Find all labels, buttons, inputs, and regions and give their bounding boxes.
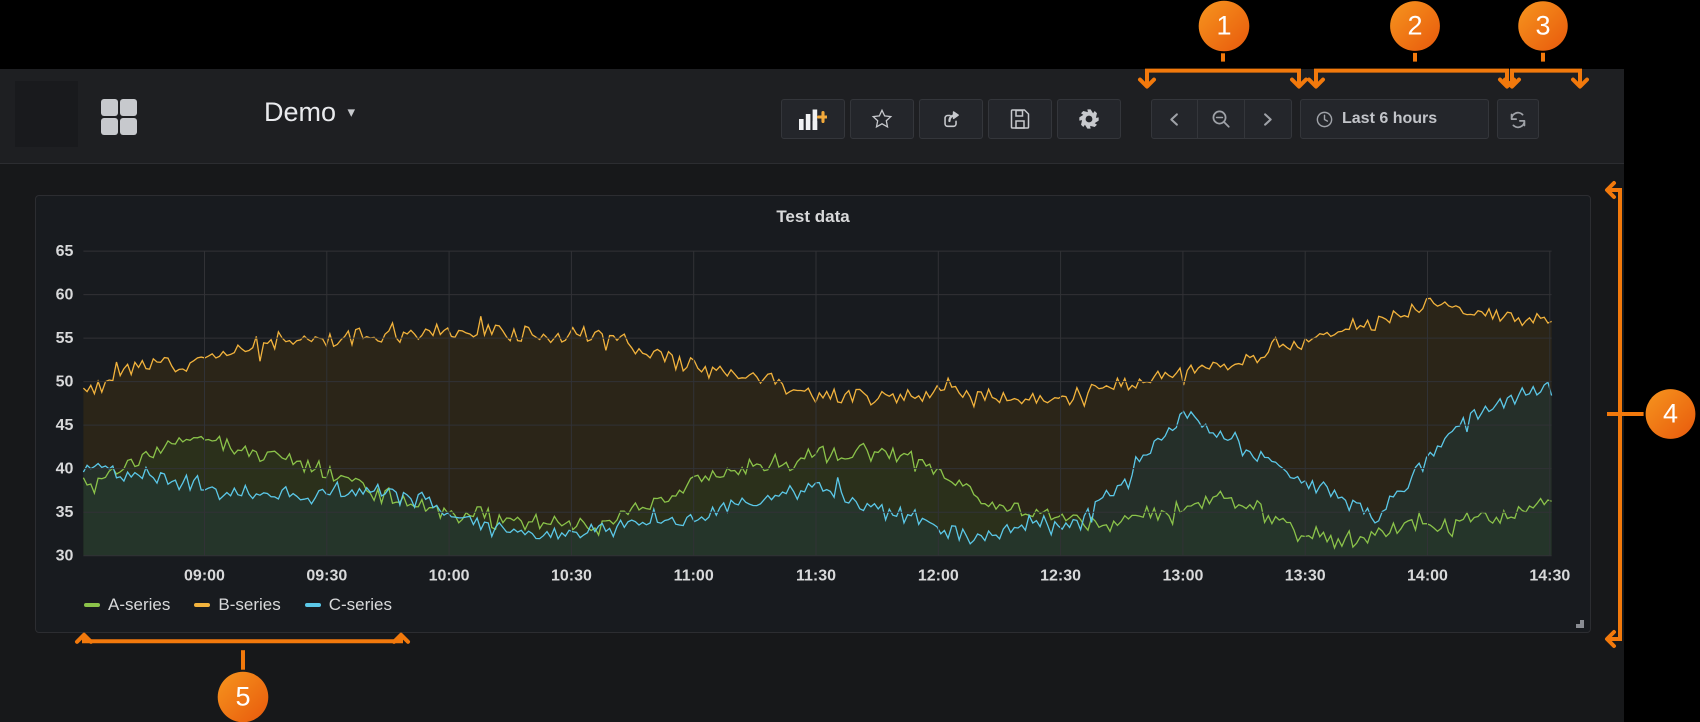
svg-text:50: 50 (56, 374, 74, 391)
svg-text:10:30: 10:30 (551, 568, 592, 585)
svg-text:12:00: 12:00 (918, 568, 959, 585)
svg-text:12:30: 12:30 (1040, 568, 1081, 585)
svg-text:13:00: 13:00 (1162, 568, 1203, 585)
svg-text:14:30: 14:30 (1529, 568, 1570, 585)
svg-text:45: 45 (56, 417, 74, 434)
svg-text:1: 1 (1216, 11, 1231, 41)
svg-text:09:30: 09:30 (306, 568, 347, 585)
svg-text:65: 65 (56, 243, 74, 260)
svg-text:11:00: 11:00 (674, 568, 714, 585)
svg-text:40: 40 (56, 461, 74, 478)
svg-text:14:00: 14:00 (1407, 568, 1448, 585)
svg-text:3: 3 (1535, 11, 1550, 41)
svg-text:10:00: 10:00 (429, 568, 470, 585)
svg-text:13:30: 13:30 (1285, 568, 1326, 585)
svg-text:60: 60 (56, 287, 74, 304)
svg-text:30: 30 (56, 548, 74, 565)
svg-text:11:30: 11:30 (796, 568, 836, 585)
svg-text:35: 35 (56, 504, 74, 521)
svg-text:4: 4 (1663, 399, 1678, 429)
svg-text:55: 55 (56, 330, 74, 347)
svg-text:09:00: 09:00 (184, 568, 225, 585)
svg-text:2: 2 (1407, 11, 1422, 41)
